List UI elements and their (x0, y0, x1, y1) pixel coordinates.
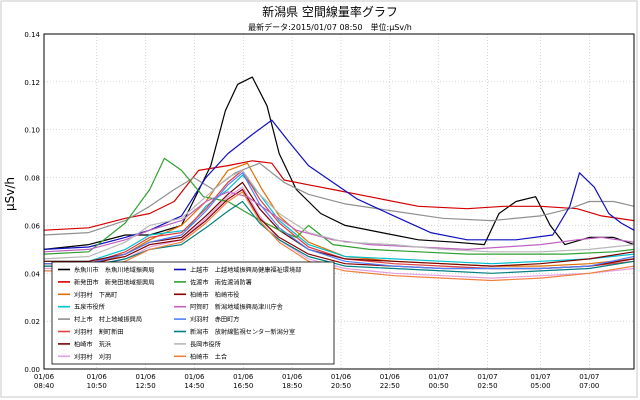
x-tick-time: 07:00 (579, 382, 599, 390)
x-tick-time: 02:50 (477, 382, 497, 390)
y-tick-label: 0.12 (24, 79, 40, 87)
x-tick-time: 12:50 (135, 382, 155, 390)
x-tick-time: 20:50 (331, 382, 351, 390)
x-tick-date: 01/06 (34, 373, 55, 381)
chart-title: 新潟県 空間線量率グラフ (262, 4, 398, 19)
legend-entry: 刈羽村 割町新田 (74, 328, 124, 336)
x-tick-date: 01/07 (477, 373, 497, 381)
series-line-16 (44, 191, 635, 282)
x-tick-date: 01/06 (135, 373, 156, 381)
series-line-12 (43, 191, 635, 253)
legend-entry: 新発田市 新発田地域振興局 (74, 278, 154, 286)
legend-entry: 新潟市 放射線監視センター新潟分室 (190, 328, 295, 336)
series-line-2 (43, 160, 635, 231)
x-tick-date: 01/07 (530, 373, 550, 381)
x-tick-time: 10:50 (87, 382, 107, 390)
x-tick-time: 05:00 (530, 382, 550, 390)
x-tick-time: 00:50 (429, 382, 449, 390)
legend-entry: 村上市 村上地域振興局 (74, 316, 142, 324)
legend-entry: 上越市 上越地域振興局健康福祉環境部 (190, 266, 301, 274)
legend-entry: 柏崎市 柏崎市役 (190, 291, 240, 299)
y-tick-label: 0.04 (24, 270, 40, 278)
legend-entry: 柏崎市 荒浜 (74, 340, 111, 348)
y-tick-label: 0.06 (24, 222, 40, 230)
x-tick-date: 01/06 (87, 373, 108, 381)
y-axis-label: μSv/h (3, 177, 17, 211)
x-tick-date: 01/07 (579, 373, 599, 381)
series-line-9 (43, 119, 635, 250)
x-tick-date: 01/06 (233, 373, 254, 381)
x-tick-time: 16:50 (233, 382, 253, 390)
y-tick-label: 0.10 (24, 127, 40, 135)
axis-ticks: 0.000.020.040.060.080.100.120.1401/0608:… (24, 31, 599, 390)
series-line-15 (43, 169, 635, 260)
legend-entry: 阿賀町 新潟地域振興局津川庁舎 (190, 303, 283, 311)
legend-entry: 佐渡市 南佐渡消防署 (190, 278, 252, 286)
x-tick-date: 01/06 (331, 373, 352, 381)
y-tick-label: 0.00 (24, 366, 40, 374)
x-tick-time: 08:40 (34, 382, 54, 390)
series-line-4 (44, 174, 635, 265)
x-tick-time: 18:50 (282, 382, 302, 390)
x-tick-date: 01/07 (429, 373, 449, 381)
legend-box (51, 261, 335, 365)
series-line-1 (43, 76, 635, 250)
plot-area-border (43, 33, 635, 370)
x-tick-time: 14:50 (184, 382, 204, 390)
series-line-5 (43, 162, 635, 236)
series-layer (43, 76, 635, 282)
legend-entry: 柏崎市 土合 (190, 353, 227, 361)
x-tick-time: 22:50 (380, 382, 400, 390)
legend-entry: 刈羽村 赤田町方 (190, 316, 240, 324)
legend-entry: 刈羽村 下高町 (74, 291, 117, 299)
chart-subtitle: 最新データ:2015/01/07 08:50 単位:μSv/h (248, 22, 412, 32)
legend-entry: 五泉市役所 (74, 303, 105, 311)
legend-entry: 糸魚川市 糸魚川地域振興局 (74, 266, 154, 274)
y-tick-label: 0.08 (24, 175, 40, 183)
y-tick-label: 0.14 (24, 31, 40, 39)
legend-entry: 長岡市役所 (190, 340, 221, 348)
x-tick-date: 01/06 (184, 373, 205, 381)
legend-entry: 刈羽村 刈羽 (74, 353, 111, 361)
series-line-13 (44, 172, 635, 270)
y-tick-label: 0.02 (24, 318, 40, 326)
x-tick-date: 01/06 (282, 373, 303, 381)
x-tick-date: 01/06 (380, 373, 401, 381)
